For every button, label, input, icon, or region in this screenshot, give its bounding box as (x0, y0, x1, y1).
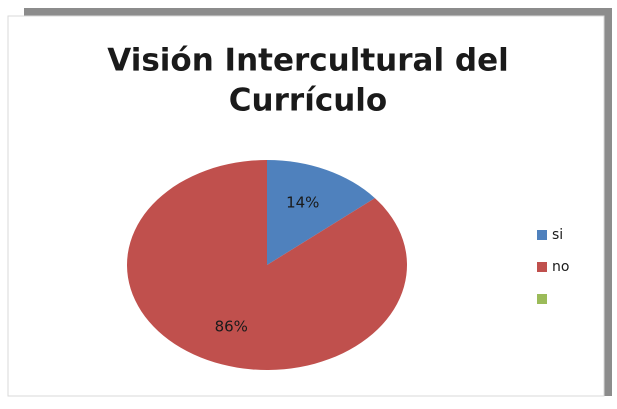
chart-title: Visión Intercultural del (107, 43, 508, 79)
legend-label: no (552, 259, 569, 275)
frame-shadow-right (604, 8, 612, 396)
legend-label: si (552, 227, 563, 243)
pie-slice (127, 160, 407, 370)
frame-shadow-top (24, 8, 612, 16)
data-label: 14% (286, 194, 319, 212)
pie-slice (267, 160, 375, 265)
legend-swatch (537, 294, 547, 304)
legend-swatch (537, 230, 547, 240)
data-label: 86% (215, 317, 248, 335)
legend-swatch (537, 262, 547, 272)
chart-title: Currículo (229, 83, 387, 119)
